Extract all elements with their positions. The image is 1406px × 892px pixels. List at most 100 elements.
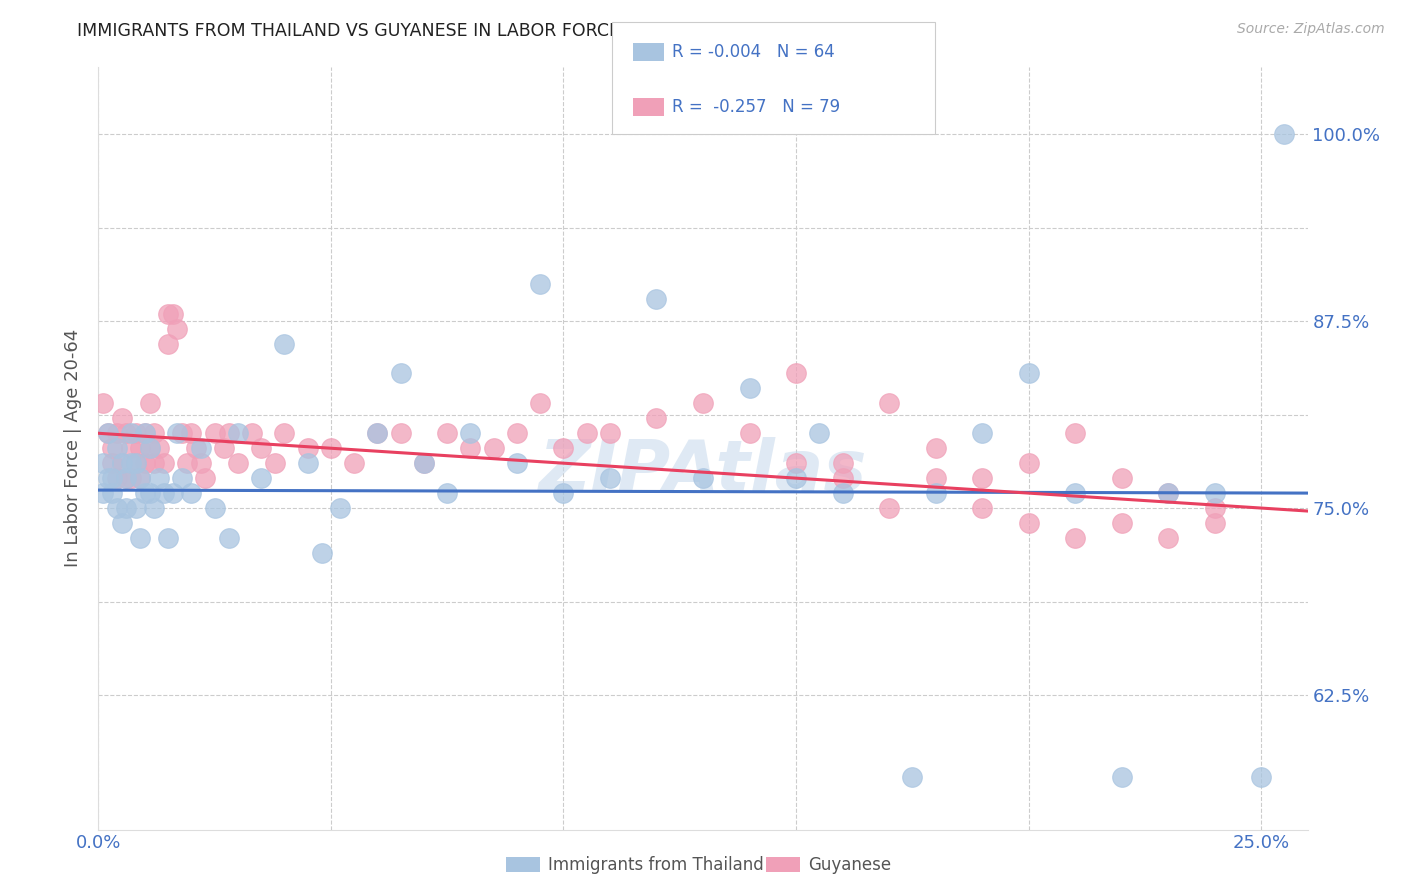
Point <box>204 501 226 516</box>
Point <box>599 426 621 441</box>
Point <box>111 516 134 530</box>
Point <box>124 456 146 470</box>
Point <box>176 456 198 470</box>
Point <box>553 441 575 455</box>
Point <box>218 531 240 545</box>
Point <box>738 381 761 395</box>
Point <box>924 486 946 500</box>
Point <box>162 486 184 500</box>
Point <box>101 486 124 500</box>
Point <box>297 456 319 470</box>
Point <box>115 501 138 516</box>
Text: Immigrants from Thailand: Immigrants from Thailand <box>548 855 763 874</box>
Point <box>1111 770 1133 784</box>
Point <box>129 471 152 485</box>
Point <box>970 501 993 516</box>
Point <box>413 456 436 470</box>
Point <box>785 471 807 485</box>
Point <box>297 441 319 455</box>
Point <box>436 426 458 441</box>
Point <box>831 456 853 470</box>
Point <box>460 441 482 455</box>
Point <box>738 426 761 441</box>
Point <box>1111 471 1133 485</box>
Point <box>1272 127 1295 141</box>
Point <box>105 471 128 485</box>
Point <box>152 456 174 470</box>
Point <box>808 426 831 441</box>
Point <box>124 456 146 470</box>
Point <box>143 501 166 516</box>
Point <box>226 426 249 441</box>
Point <box>264 456 287 470</box>
Point <box>105 501 128 516</box>
Point <box>148 471 170 485</box>
Point <box>111 411 134 425</box>
Point <box>204 426 226 441</box>
Point <box>506 456 529 470</box>
Point <box>138 441 160 455</box>
Point <box>273 336 295 351</box>
Point <box>101 471 124 485</box>
Point <box>831 471 853 485</box>
Point <box>924 441 946 455</box>
Point <box>389 367 412 381</box>
Point <box>1204 516 1226 530</box>
Point <box>172 471 194 485</box>
Point <box>115 471 138 485</box>
Point <box>1204 501 1226 516</box>
Point <box>143 426 166 441</box>
Point <box>785 367 807 381</box>
Point <box>97 426 120 441</box>
Point <box>134 426 156 441</box>
Point <box>184 441 207 455</box>
Point <box>91 486 114 500</box>
Point <box>1064 486 1087 500</box>
Point <box>1157 486 1180 500</box>
Point <box>692 396 714 410</box>
Point <box>105 441 128 455</box>
Point <box>1157 486 1180 500</box>
Point <box>111 456 134 470</box>
Text: Source: ZipAtlas.com: Source: ZipAtlas.com <box>1237 22 1385 37</box>
Point <box>212 441 235 455</box>
Point <box>111 456 134 470</box>
Text: R =  -0.257   N = 79: R = -0.257 N = 79 <box>672 98 841 116</box>
Point <box>273 426 295 441</box>
Text: ZIPAtlas: ZIPAtlas <box>538 436 868 506</box>
Point <box>1204 486 1226 500</box>
Point <box>129 471 152 485</box>
Point <box>91 396 114 410</box>
Point <box>1018 516 1040 530</box>
Point <box>343 456 366 470</box>
Point <box>166 426 188 441</box>
Point <box>1250 770 1272 784</box>
Point <box>129 441 152 455</box>
Point <box>115 426 138 441</box>
Point <box>157 307 180 321</box>
Point <box>250 441 273 455</box>
Point <box>482 441 505 455</box>
Point <box>692 471 714 485</box>
Point <box>1018 367 1040 381</box>
Point <box>120 426 142 441</box>
Point <box>970 426 993 441</box>
Text: Guyanese: Guyanese <box>808 855 891 874</box>
Point <box>970 471 993 485</box>
Point <box>143 456 166 470</box>
Point <box>413 456 436 470</box>
Point <box>831 486 853 500</box>
Point <box>785 456 807 470</box>
Point <box>436 486 458 500</box>
Point <box>366 426 388 441</box>
Point <box>599 471 621 485</box>
Point <box>138 486 160 500</box>
Point <box>157 336 180 351</box>
Point <box>134 486 156 500</box>
Point <box>1064 426 1087 441</box>
Point <box>645 292 668 306</box>
Point <box>124 501 146 516</box>
Point <box>101 456 124 470</box>
Point <box>877 501 900 516</box>
Point <box>134 426 156 441</box>
